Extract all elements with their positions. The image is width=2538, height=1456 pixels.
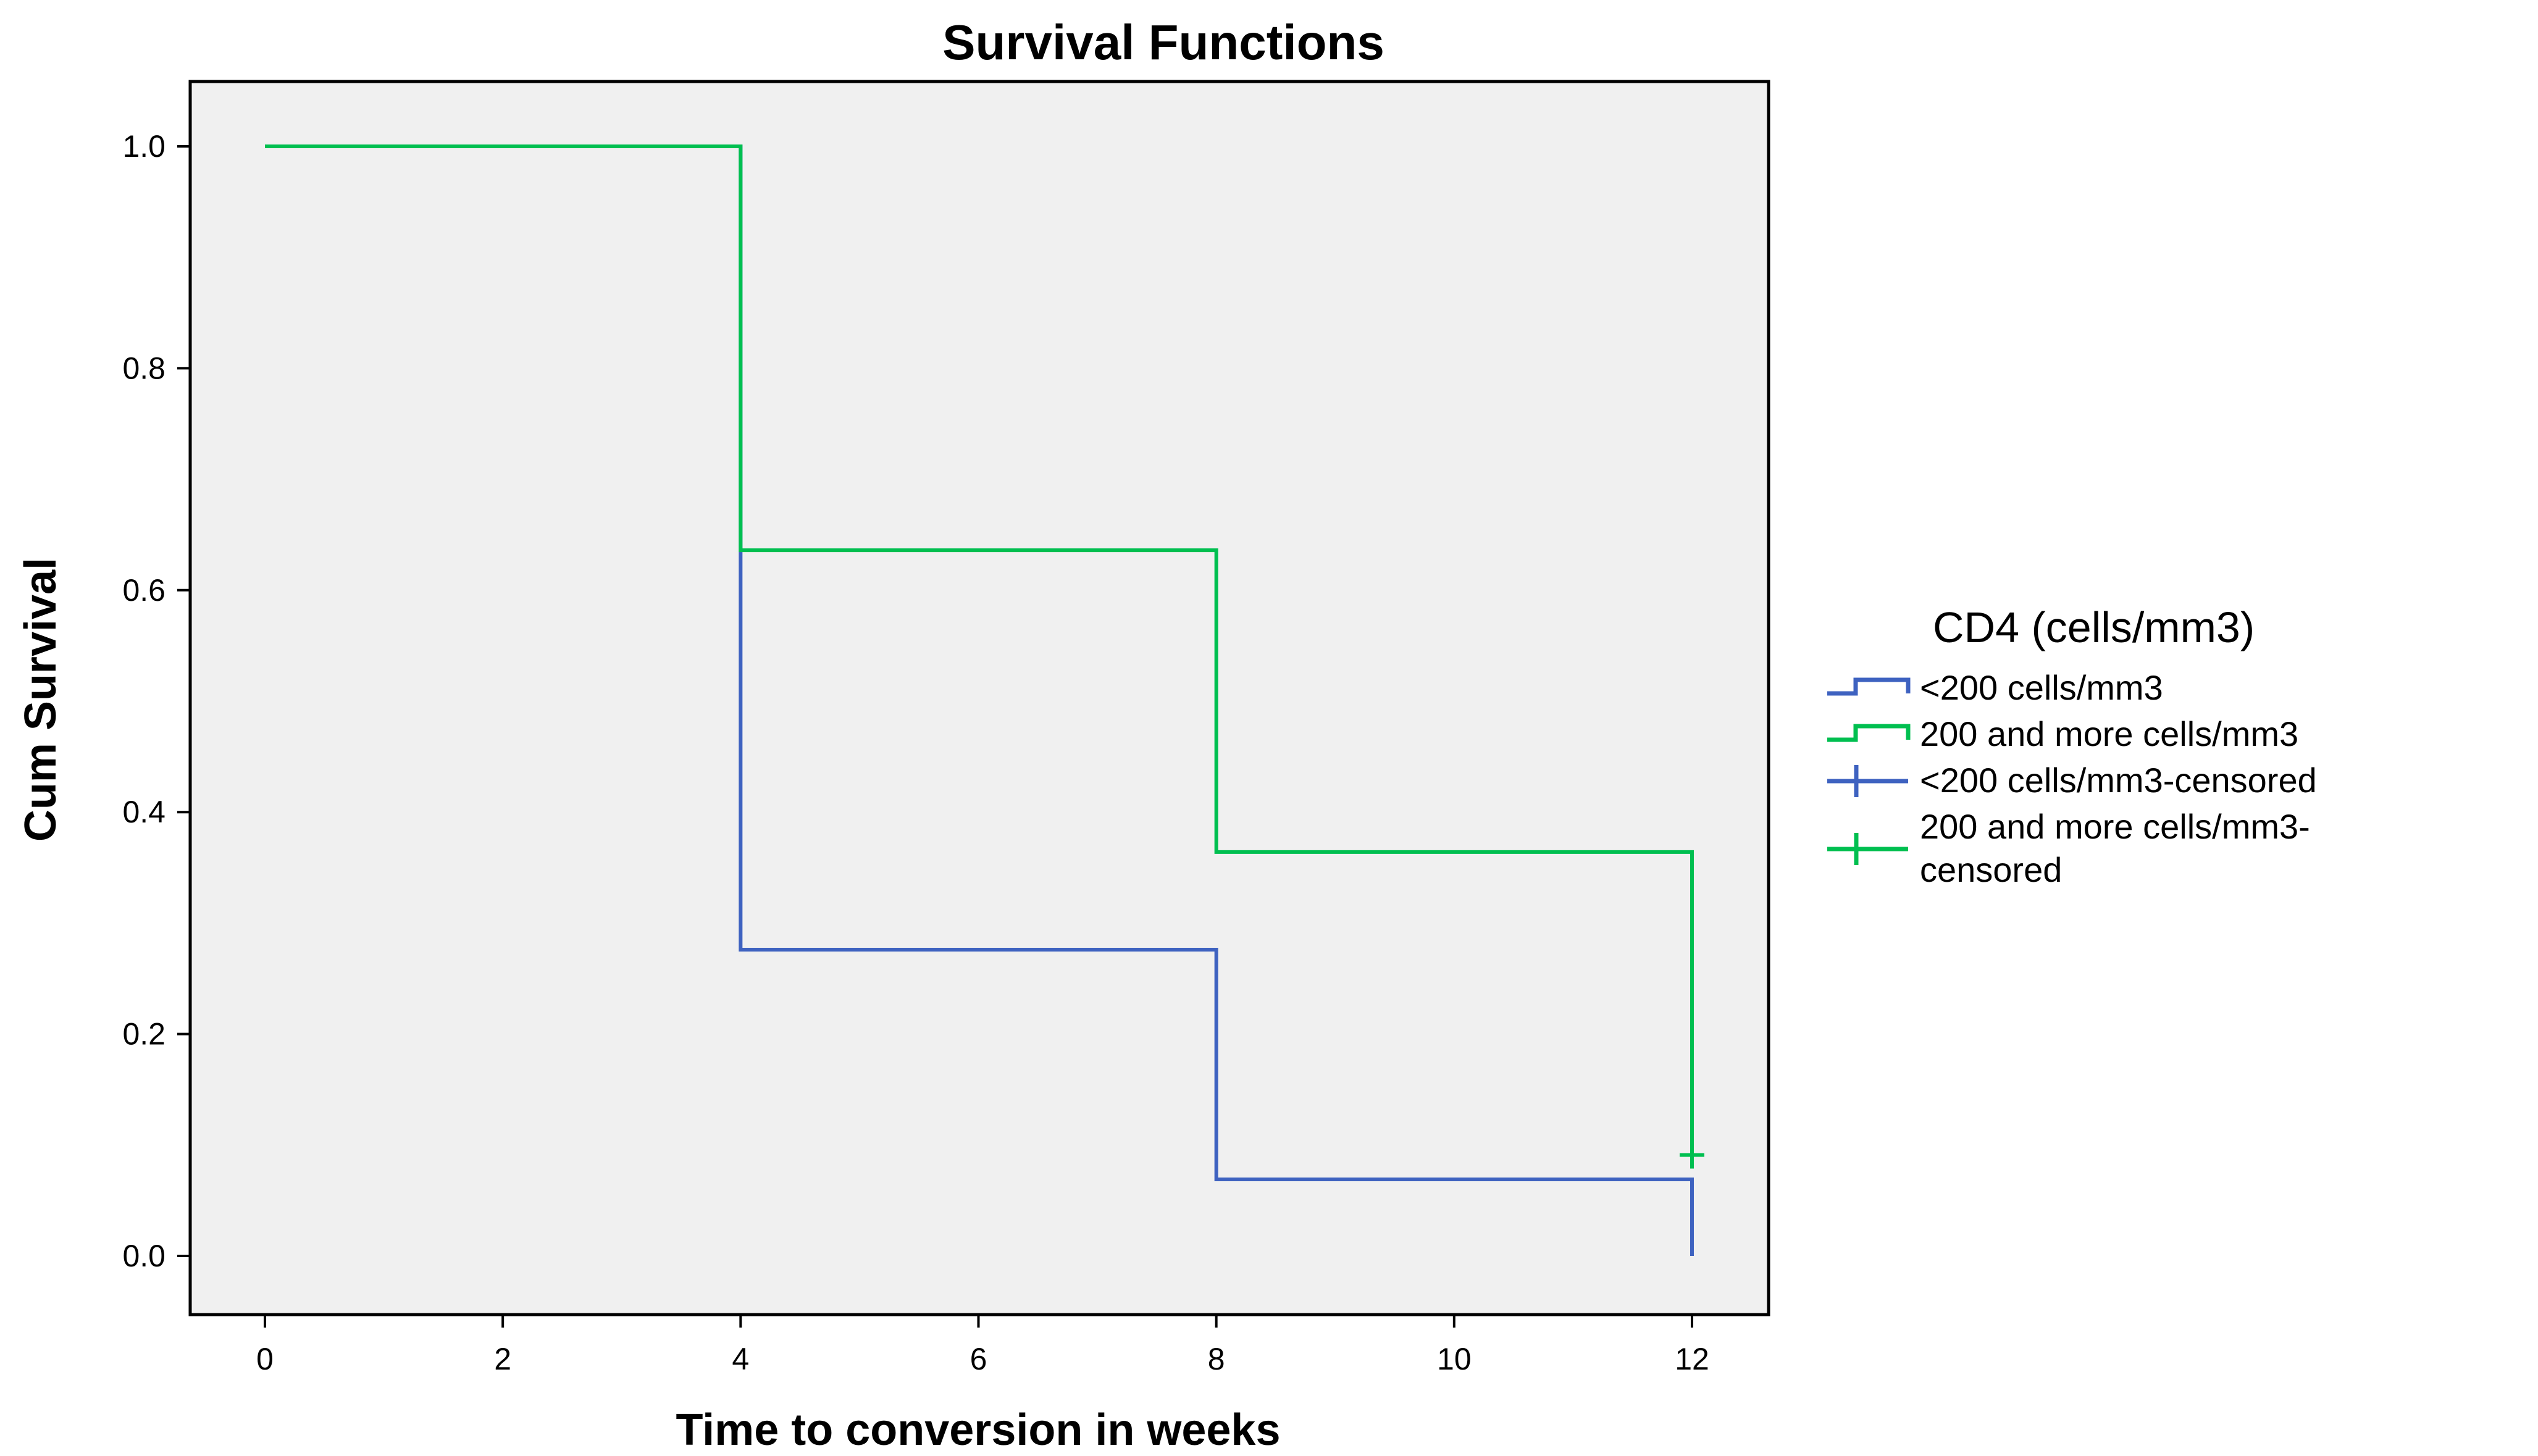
legend-label-0: <200 cells/mm3 (1920, 668, 2163, 707)
x-tick-label: 2 (494, 1342, 511, 1376)
y-tick-label: 0.2 (122, 1017, 165, 1052)
legend-label-2: <200 cells/mm3-censored (1920, 761, 2317, 800)
x-axis-label: Time to conversion in weeks (676, 1405, 1281, 1455)
x-axis: 0 2 4 6 8 10 12 (256, 1315, 1709, 1376)
y-axis: 0.0 0.2 0.4 0.6 0.8 1.0 (122, 129, 190, 1273)
series-group (265, 144, 1704, 1256)
x-tick-label: 0 (256, 1342, 274, 1376)
x-tick-label: 10 (1437, 1342, 1472, 1376)
legend-title: CD4 (cells/mm3) (1933, 603, 2255, 651)
legend: CD4 (cells/mm3) <200 cells/mm3 200 and m… (1827, 603, 2317, 889)
x-tick-label: 8 (1208, 1342, 1225, 1376)
legend-label-3-line2: censored (1920, 850, 2062, 889)
x-tick-label: 12 (1675, 1342, 1709, 1376)
legend-step-icon (1827, 677, 1911, 696)
legend-plus-icon (1827, 765, 1908, 797)
legend-step-icon (1827, 724, 1911, 742)
legend-plus-icon (1827, 833, 1908, 865)
plot-area (188, 80, 1770, 1316)
y-tick-label: 0.8 (122, 351, 165, 385)
y-axis-label: Cum Survival (16, 558, 65, 842)
x-tick-label: 6 (970, 1342, 987, 1376)
chart-title: Survival Functions (942, 15, 1384, 70)
y-tick-label: 1.0 (122, 129, 165, 164)
x-tick-label: 4 (732, 1342, 749, 1376)
y-tick-label: 0.0 (122, 1239, 165, 1273)
legend-label-1: 200 and more cells/mm3 (1920, 714, 2298, 753)
survival-curve-1 (265, 144, 1694, 1155)
y-tick-label: 0.6 (122, 573, 165, 608)
legend-label-3: 200 and more cells/mm3- (1920, 807, 2310, 846)
y-tick-label: 0.4 (122, 795, 165, 829)
censored-marker (1680, 1141, 1704, 1169)
